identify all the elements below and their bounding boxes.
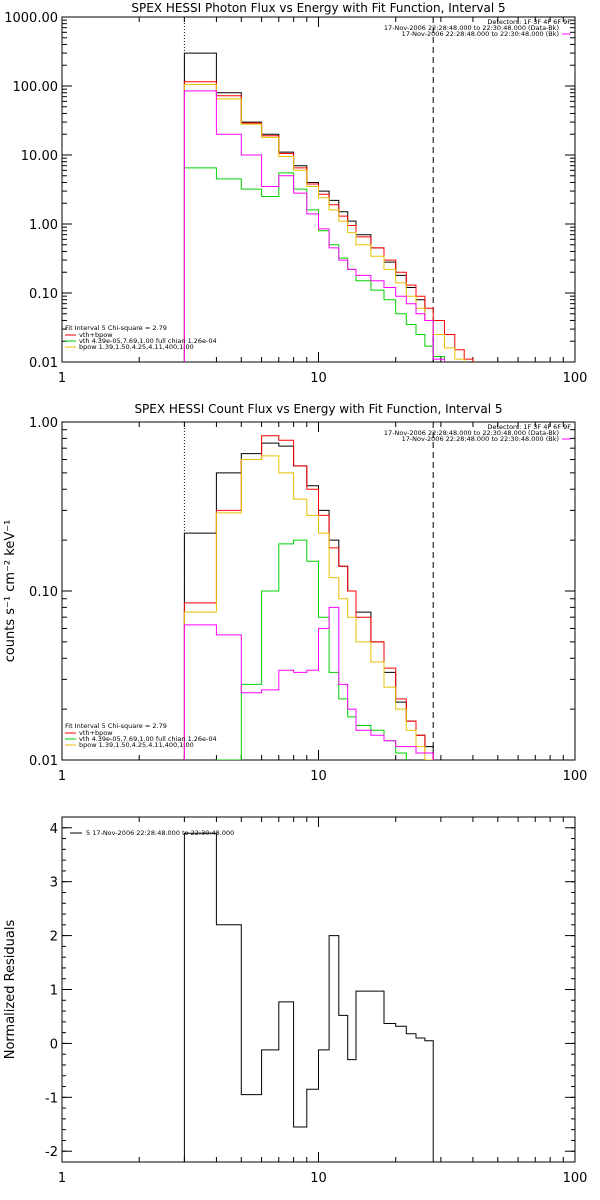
residuals-histogram <box>183 832 434 1162</box>
data-histogram <box>183 52 445 362</box>
chart-title: SPEX HESSI Photon Flux vs Energy with Fi… <box>131 1 505 15</box>
y-axis-label: counts s⁻¹ cm⁻² keV⁻¹ <box>3 520 18 663</box>
y-tick-label: 1.00 <box>29 218 58 233</box>
y-tick-label: 4 <box>50 822 58 837</box>
info-line: 17-Nov-2006 22:28:48.000 to 22:30:48.000… <box>402 435 559 443</box>
legend-title: Fit Interval 5 Chi-square = 2.79 <box>65 324 167 332</box>
y-tick-label: -2 <box>45 1145 58 1160</box>
chart-panel-3: 1 10 100 -2 -1 0 1 2 3 4 Normalized Residuals 5 17-… <box>3 816 588 1186</box>
y-tick-label: -1 <box>45 1091 58 1106</box>
info-line: 17-Nov-2006 22:28:48.000 to 22:30:48.000… <box>402 30 559 38</box>
series-group <box>183 52 474 362</box>
chart-title: SPEX HESSI Count Flux vs Energy with Fit… <box>134 402 502 416</box>
x-tick-label: 10 <box>310 1171 327 1186</box>
legend-item: vth 4.39e-05,7.69,1.00 full chian 1.26e-… <box>79 337 217 345</box>
x-tick-label: 10 <box>310 371 327 386</box>
vth-component-histogram <box>215 539 407 760</box>
y-tick-label: 0.10 <box>29 287 58 302</box>
background-histogram <box>183 606 434 760</box>
legend-item: vth 4.39e-05,7.69,1.00 full chian 1.26e-… <box>79 735 217 743</box>
vth-component-histogram <box>183 167 445 362</box>
info-line: Detectors: 1F 3F 4F 6F 9F <box>487 18 571 26</box>
series-group <box>183 832 434 1162</box>
bpow-component-histogram <box>183 84 465 362</box>
x-tick-label: 100 <box>563 371 588 386</box>
y-tick-label: 2 <box>50 930 58 945</box>
chart-panel-1: SPEX HESSI Photon Flux vs Energy with Fi… <box>4 1 587 386</box>
y-tick-label: 1000.00 <box>4 11 58 26</box>
plot-frame <box>61 816 576 1163</box>
legend-title: Fit Interval 5 Chi-square = 2.79 <box>65 722 167 730</box>
data-histogram <box>183 442 434 760</box>
x-tick-label: 1 <box>58 1171 66 1186</box>
info-line: Detectors: 1F 3F 4F 6F 9F <box>487 423 571 431</box>
y-tick-label: 100.00 <box>13 80 59 95</box>
info-line: 17-Nov-2006 22:28:48.000 to 22:30:48.000… <box>384 24 559 32</box>
y-axis-label: Normalized Residuals <box>3 920 18 1060</box>
y-tick-label: 0.10 <box>29 585 58 600</box>
model-total-histogram <box>183 435 434 760</box>
x-tick-label: 1 <box>58 371 66 386</box>
legend-item: vth+bpow <box>79 331 113 339</box>
y-tick-label: 0.01 <box>29 356 58 371</box>
legend-item: 5 17-Nov-2006 22:28:48.000 to 22:30:48.0… <box>86 829 234 837</box>
x-tick-label: 10 <box>310 769 327 784</box>
series-group <box>183 435 434 760</box>
legend-item: bpow 1.39,1.50,4.25,4.11,400,1.00 <box>79 741 194 749</box>
model-total-histogram <box>183 81 474 362</box>
background-histogram <box>183 90 445 362</box>
y-tick-label: 10.00 <box>21 149 58 164</box>
y-tick-label: 0.01 <box>29 754 58 769</box>
chart-panel-2: SPEX HESSI Count Flux vs Energy with Fit… <box>3 402 588 784</box>
x-tick-label: 100 <box>563 1171 588 1186</box>
x-tick-label: 1 <box>58 769 66 784</box>
info-line: 17-Nov-2006 22:28:48.000 to 22:30:48.000… <box>384 429 559 437</box>
y-tick-label: 1 <box>50 984 58 999</box>
y-tick-label: 3 <box>50 876 58 891</box>
legend-item: bpow 1.39,1.50,4.25,4.11,400,1.00 <box>79 343 194 351</box>
legend-item: vth+bpow <box>79 729 113 737</box>
bpow-component-histogram <box>183 455 434 760</box>
x-tick-label: 100 <box>563 769 588 784</box>
y-tick-label: 0 <box>50 1037 58 1052</box>
y-tick-label: 1.00 <box>29 416 58 431</box>
